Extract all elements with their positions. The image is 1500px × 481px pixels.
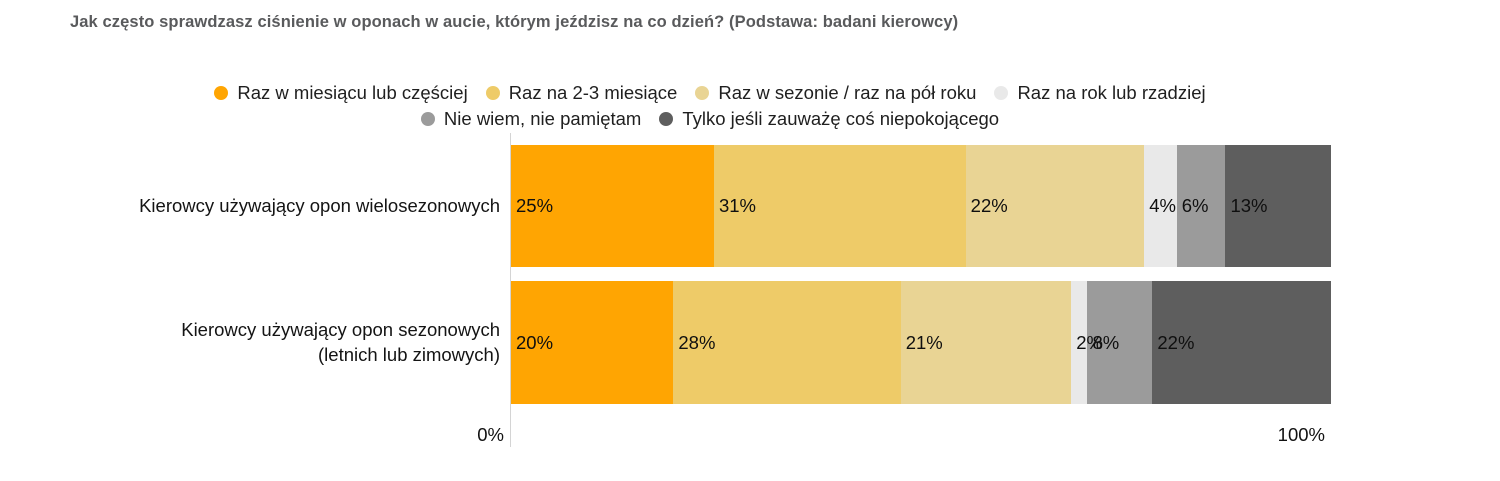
legend-swatch-icon: [214, 86, 229, 100]
bar-row: Kierowcy używający opon wielosezonowych 2…: [0, 145, 1331, 267]
segment-value-label: 20%: [516, 331, 554, 353]
legend-swatch-icon: [659, 112, 674, 126]
bar-segment: 6%: [1176, 145, 1226, 267]
legend-item[interactable]: Raz na rok lub rzadziej: [994, 82, 1206, 104]
chart-title: Jak często sprawdzasz ciśnienie w oponac…: [70, 13, 959, 31]
bar-segment: 13%: [1225, 145, 1331, 267]
bar-segment: 20%: [511, 281, 674, 404]
segment-value-label: 22%: [970, 195, 1008, 216]
bar-segment: 28%: [673, 281, 901, 404]
stacked-bar: 20% 28% 21% 2% 8% 22%: [511, 281, 1331, 404]
legend-item[interactable]: Raz w sezonie / raz na pół roku: [695, 82, 976, 104]
legend-swatch-icon: [695, 86, 710, 100]
legend-item[interactable]: Raz na 2-3 miesiące: [485, 82, 678, 104]
bar-segment: 4%: [1144, 145, 1177, 267]
segment-value-label: 4%: [1149, 195, 1177, 216]
segment-value-label: 28%: [678, 331, 716, 353]
bar-segment: 31%: [713, 145, 966, 267]
legend-label: Raz na rok lub rzadziej: [1017, 82, 1206, 103]
category-label: Kierowcy używający opon sezonowych (letn…: [181, 318, 500, 365]
legend-label: Nie wiem, nie pamiętam: [443, 108, 642, 129]
legend-swatch-icon: [485, 86, 500, 100]
segment-value-label: 13%: [1230, 195, 1268, 216]
bar-row: Kierowcy używający opon sezonowych (letn…: [0, 281, 1331, 404]
chart-legend: Raz w miesiącu lub częściej Raz na 2-3 mi…: [70, 80, 1350, 132]
segment-value-label: 8%: [1092, 331, 1120, 353]
legend-swatch-icon: [420, 112, 435, 126]
legend-label: Tylko jeśli zauważę coś niepokojącego: [682, 108, 1000, 129]
segment-value-label: 22%: [1157, 331, 1195, 353]
segment-value-label: 6%: [1181, 195, 1209, 216]
legend-label: Raz w miesiącu lub częściej: [237, 82, 468, 103]
segment-value-label: 21%: [905, 331, 943, 353]
bar-segment: 2%: [1071, 281, 1103, 404]
bar-segment: 8%: [1087, 281, 1153, 404]
x-axis-max-label: 100%: [1277, 424, 1325, 445]
legend-label: Raz na 2-3 miesiące: [508, 82, 678, 103]
y-axis-line: [510, 133, 511, 447]
category-label: Kierowcy używający opon wielosezonowych: [139, 194, 500, 216]
bar-segment: 22%: [1152, 281, 1331, 404]
legend-item[interactable]: Nie wiem, nie pamiętam: [420, 108, 642, 130]
segment-value-label: 31%: [718, 195, 756, 216]
bar-segment: 25%: [511, 145, 714, 267]
legend-swatch-icon: [994, 86, 1009, 100]
x-axis-min-label: 0%: [477, 424, 504, 445]
stacked-bar: 25% 31% 22% 4% 6% 13%: [511, 145, 1331, 267]
legend-row: Raz w miesiącu lub częściej Raz na 2-3 mi…: [70, 80, 1350, 106]
legend-item[interactable]: Raz w miesiącu lub częściej: [214, 82, 468, 104]
segment-value-label: 25%: [516, 195, 554, 216]
bar-segment: 21%: [900, 281, 1072, 404]
legend-row: Nie wiem, nie pamiętam Tylko jeśli zauważ…: [70, 106, 1350, 132]
legend-label: Raz w sezonie / raz na pół roku: [718, 82, 977, 103]
legend-item[interactable]: Tylko jeśli zauważę coś niepokojącego: [659, 108, 999, 130]
segment-value-label: 2%: [1076, 331, 1103, 353]
bar-segment: 22%: [965, 145, 1145, 267]
